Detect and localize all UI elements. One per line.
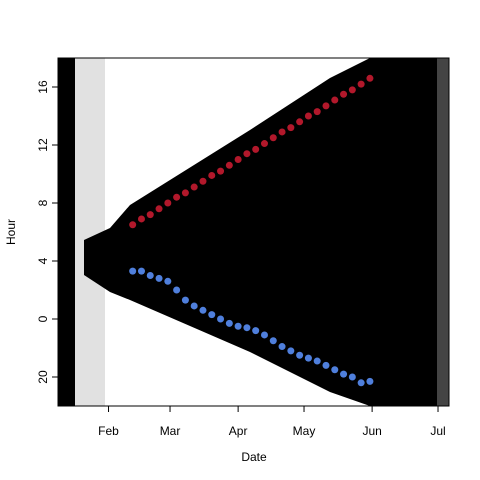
point xyxy=(164,277,172,285)
point xyxy=(199,306,207,314)
point xyxy=(155,205,163,213)
point xyxy=(129,267,137,275)
y-tick-label: 20 xyxy=(36,370,50,384)
point xyxy=(146,211,154,219)
point xyxy=(173,193,181,201)
point xyxy=(340,90,348,98)
activity-block xyxy=(437,58,449,406)
point xyxy=(181,189,189,197)
activity-block xyxy=(75,58,105,406)
activity-wedge xyxy=(84,58,449,406)
point xyxy=(217,315,225,323)
y-tick-label: 12 xyxy=(36,138,50,152)
point xyxy=(296,118,304,126)
point xyxy=(366,377,374,385)
point xyxy=(313,108,321,116)
point xyxy=(357,80,365,88)
y-tick-label: 16 xyxy=(36,80,50,94)
point xyxy=(357,379,365,387)
point xyxy=(243,324,251,332)
x-axis-label: Date xyxy=(241,450,267,464)
point xyxy=(137,267,145,275)
point xyxy=(304,112,312,120)
point xyxy=(296,351,304,359)
point xyxy=(164,199,172,207)
point xyxy=(348,373,356,381)
point xyxy=(252,145,260,153)
y-tick-label: 0 xyxy=(36,315,50,322)
activity-block xyxy=(58,58,75,406)
point xyxy=(234,156,242,163)
y-tick-label: 8 xyxy=(36,199,50,206)
point xyxy=(190,302,198,310)
point xyxy=(225,161,233,169)
point xyxy=(217,167,225,175)
point xyxy=(225,319,233,327)
point xyxy=(199,177,207,185)
point xyxy=(331,96,339,104)
point xyxy=(173,286,181,294)
point xyxy=(331,366,339,374)
point xyxy=(322,102,330,110)
point xyxy=(146,272,154,279)
point xyxy=(269,134,277,142)
point xyxy=(322,361,330,369)
point xyxy=(260,140,268,148)
point xyxy=(234,322,242,330)
point xyxy=(243,150,251,158)
point xyxy=(208,311,216,319)
point xyxy=(348,86,356,94)
x-tick-label: Jun xyxy=(362,424,381,438)
point xyxy=(155,274,163,282)
y-axis-label: Hour xyxy=(4,219,18,245)
point xyxy=(366,74,374,82)
x-tick-label: May xyxy=(293,424,316,438)
point xyxy=(181,296,189,304)
x-tick-label: Apr xyxy=(229,424,248,438)
point xyxy=(278,343,286,351)
point xyxy=(340,370,348,378)
point xyxy=(304,354,312,362)
point xyxy=(313,357,321,365)
point xyxy=(287,347,295,355)
y-tick-label: 4 xyxy=(36,257,50,264)
x-tick-label: Mar xyxy=(160,424,181,438)
point xyxy=(137,215,145,223)
point xyxy=(208,171,216,179)
point xyxy=(287,124,295,132)
point xyxy=(269,337,277,345)
point xyxy=(252,327,260,335)
point xyxy=(260,331,268,339)
x-tick-label: Jul xyxy=(430,424,445,438)
x-tick-label: Feb xyxy=(98,424,119,438)
point xyxy=(129,221,137,229)
point xyxy=(278,128,286,136)
point xyxy=(190,183,198,191)
actogram-background xyxy=(58,58,449,406)
plot-frame xyxy=(57,57,450,407)
